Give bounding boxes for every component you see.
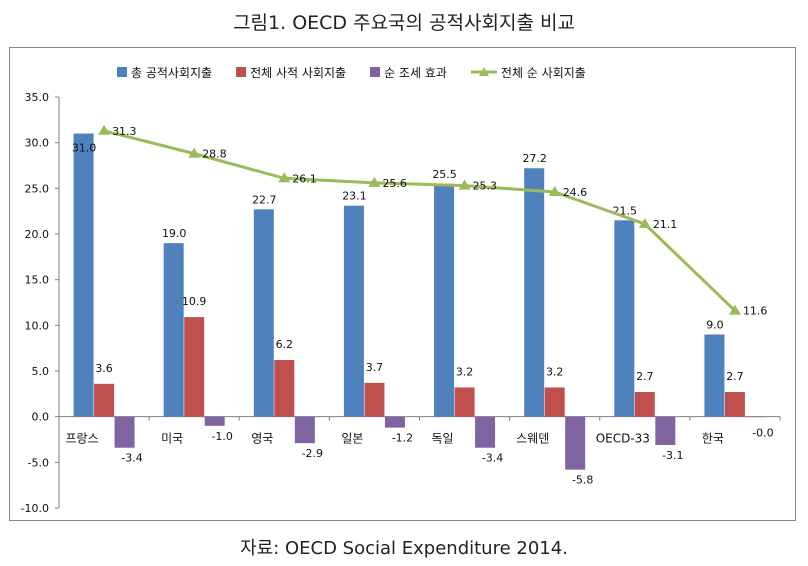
bar bbox=[475, 416, 496, 448]
line-marker bbox=[638, 217, 651, 228]
data-label: 3.2 bbox=[546, 365, 564, 378]
legend-swatch bbox=[117, 67, 127, 77]
x-category-label: 스웨덴 bbox=[516, 432, 549, 446]
bar bbox=[745, 416, 766, 418]
bar bbox=[253, 209, 274, 417]
chart-title: 그림1. OECD 주요국의 공적사회지출 비교 bbox=[233, 12, 575, 34]
bar bbox=[634, 392, 655, 417]
data-label: 3.6 bbox=[95, 362, 113, 375]
bar bbox=[704, 334, 725, 417]
line-marker bbox=[458, 179, 471, 190]
legend-label: 총 공적사회지출 bbox=[131, 66, 212, 80]
bar bbox=[544, 387, 565, 417]
bar bbox=[384, 416, 405, 428]
data-label: 25.3 bbox=[473, 180, 498, 193]
y-tick-label: 20.0 bbox=[25, 228, 50, 241]
line-marker bbox=[188, 147, 201, 158]
series-line bbox=[103, 129, 736, 312]
data-label: 2.7 bbox=[636, 370, 654, 383]
y-tick-label: 30.0 bbox=[25, 137, 50, 150]
data-label: 28.8 bbox=[202, 148, 227, 161]
data-label: 25.6 bbox=[382, 177, 407, 190]
y-tick-label: -10.0 bbox=[21, 502, 49, 515]
data-label: 3.2 bbox=[456, 365, 474, 378]
bar bbox=[163, 243, 184, 417]
x-category-label: 영국 bbox=[251, 432, 273, 446]
bar bbox=[524, 168, 545, 417]
legend-label: 순 조세 효과 bbox=[384, 66, 447, 80]
bar bbox=[114, 416, 135, 448]
x-category-label: 프랑스 bbox=[66, 432, 99, 446]
data-label: 2.7 bbox=[726, 370, 744, 383]
line-marker bbox=[278, 172, 291, 183]
data-label: 27.2 bbox=[522, 152, 547, 165]
legend-marker bbox=[478, 67, 489, 76]
data-label: 26.1 bbox=[292, 172, 317, 185]
y-tick-label: -5.0 bbox=[28, 456, 49, 469]
bar bbox=[204, 416, 225, 426]
bar bbox=[434, 183, 455, 417]
chart-plot: -10.0 -5.0 0.0 5.0 10.0 15.0 20.0 25.0 30.0 35.0 프… bbox=[21, 66, 781, 515]
data-label: 11.6 bbox=[743, 305, 768, 318]
data-label: -2.9 bbox=[302, 447, 323, 460]
y-tick-label: 5.0 bbox=[32, 365, 50, 378]
x-category-label: 독일 bbox=[432, 432, 454, 446]
data-label: 31.3 bbox=[112, 125, 137, 138]
data-label: 21.1 bbox=[653, 218, 678, 231]
data-label: 19.0 bbox=[162, 227, 187, 240]
bar bbox=[184, 317, 205, 417]
bar bbox=[655, 416, 676, 445]
data-label: 9.0 bbox=[706, 318, 724, 331]
legend-label: 전체 사적 사회지출 bbox=[250, 66, 346, 80]
data-label: 24.6 bbox=[563, 186, 588, 199]
y-tick-label: 15.0 bbox=[25, 274, 50, 287]
y-tick-label: 35.0 bbox=[25, 91, 50, 104]
data-label: 25.5 bbox=[432, 168, 457, 181]
bar bbox=[94, 383, 115, 417]
bar bbox=[565, 416, 586, 470]
bar bbox=[73, 133, 94, 417]
x-category-label: OECD-33 bbox=[596, 432, 650, 446]
y-tick-label: 25.0 bbox=[25, 182, 50, 195]
data-label: 22.7 bbox=[252, 193, 277, 206]
bar bbox=[274, 360, 295, 417]
data-label: 23.1 bbox=[342, 190, 367, 203]
bar bbox=[364, 382, 385, 417]
data-label: 3.7 bbox=[366, 361, 384, 374]
data-label: -1.0 bbox=[211, 430, 232, 443]
data-label: 31.0 bbox=[72, 142, 97, 155]
x-category-label: 일본 bbox=[341, 432, 363, 446]
bar bbox=[454, 387, 475, 417]
data-label: 6.2 bbox=[276, 338, 294, 351]
bar bbox=[343, 205, 364, 417]
y-tick-label: 10.0 bbox=[25, 319, 50, 332]
data-label: 10.9 bbox=[182, 295, 207, 308]
data-label: -5.8 bbox=[572, 474, 593, 487]
x-category-label: 미국 bbox=[161, 432, 183, 446]
line-marker bbox=[728, 304, 741, 315]
bar bbox=[294, 416, 315, 444]
x-category-label: 한국 bbox=[702, 432, 724, 446]
data-label: -1.2 bbox=[392, 432, 413, 445]
legend-swatch bbox=[370, 67, 381, 77]
bar bbox=[724, 392, 745, 417]
line-marker bbox=[98, 124, 111, 135]
line-marker bbox=[548, 185, 561, 196]
data-label: -3.4 bbox=[121, 452, 142, 465]
data-label: -3.4 bbox=[482, 452, 503, 465]
data-label: -3.1 bbox=[662, 449, 683, 462]
chart-source: 자료: OECD Social Expenditure 2014. bbox=[240, 538, 568, 559]
y-tick-label: 0.0 bbox=[32, 411, 50, 424]
line-marker bbox=[368, 176, 381, 187]
data-label: -0.0 bbox=[752, 427, 773, 440]
legend-label: 전체 순 사회지출 bbox=[501, 66, 586, 80]
legend-swatch bbox=[236, 67, 247, 77]
bar bbox=[614, 220, 635, 417]
